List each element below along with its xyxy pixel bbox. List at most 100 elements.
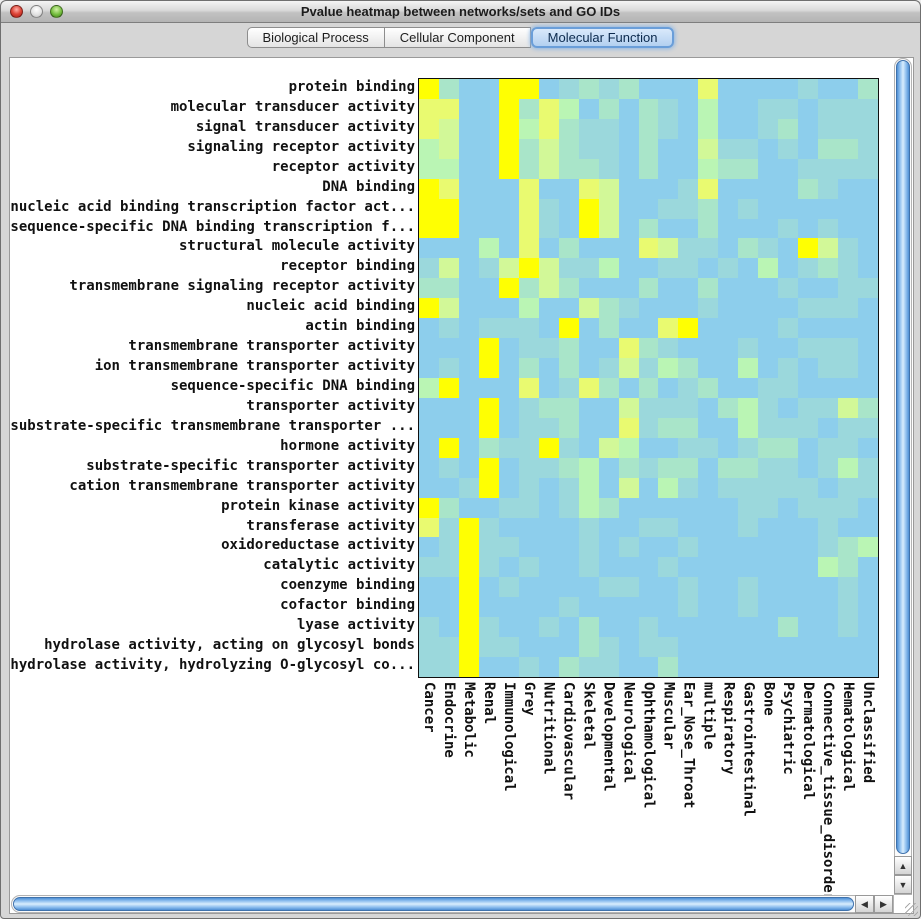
heatmap-cell [758, 657, 779, 677]
heatmap-cell [778, 238, 799, 259]
heatmap-cell [578, 437, 599, 458]
heatmap-cell [498, 198, 519, 219]
heatmap-cell [578, 338, 599, 359]
heatmap-cell [678, 577, 699, 598]
heatmap-cell [419, 377, 439, 398]
heatmap-cell [578, 98, 599, 119]
heatmap-cell [438, 477, 459, 498]
heatmap-cell [638, 497, 659, 518]
heatmap-cell [778, 637, 799, 658]
heatmap-cell [618, 617, 639, 638]
tab-biological-process[interactable]: Biological Process [246, 27, 385, 48]
heatmap-cell [838, 218, 859, 239]
heatmap-cell [698, 178, 719, 199]
heatmap-cell [838, 597, 859, 618]
heatmap-cell [618, 338, 639, 359]
scroll-up-button[interactable]: ▲ [894, 856, 912, 875]
col-label: Cancer [421, 682, 437, 733]
title-bar[interactable]: Pvalue heatmap between networks/sets and… [1, 1, 920, 23]
heatmap-cell [858, 437, 878, 458]
heatmap-cell [558, 338, 579, 359]
heatmap-cell [678, 437, 699, 458]
heatmap-cell [858, 477, 878, 498]
heatmap-cell [678, 557, 699, 578]
heatmap-cell [498, 637, 519, 658]
heatmap-cell [598, 557, 619, 578]
heatmap-cell [698, 138, 719, 159]
heatmap-cell [618, 577, 639, 598]
heatmap-cell [638, 118, 659, 139]
heatmap-cell [698, 298, 719, 319]
heatmap-cell [818, 557, 839, 578]
col-label: Ophthamological [640, 682, 657, 809]
vertical-scrollbar-thumb[interactable] [896, 60, 910, 854]
heatmap-cell [778, 118, 799, 139]
heatmap-cell [718, 318, 739, 339]
heatmap-cell [678, 258, 699, 279]
scroll-left-button[interactable]: ◀ [855, 895, 874, 913]
heatmap-cell [518, 338, 539, 359]
heatmap-cell [758, 417, 779, 438]
heatmap-cell [718, 198, 739, 219]
heatmap-cell [478, 79, 499, 99]
scroll-down-button[interactable]: ▼ [894, 875, 912, 894]
heatmap-cell [419, 397, 439, 418]
heatmap-cell [598, 98, 619, 119]
heatmap-cell [598, 298, 619, 319]
heatmap-cell [678, 377, 699, 398]
heatmap-cell [438, 98, 459, 119]
heatmap-cell [498, 318, 519, 339]
minimize-button[interactable] [30, 5, 43, 18]
heatmap-cell [858, 377, 878, 398]
heatmap-cell [758, 377, 779, 398]
heatmap-cell [678, 198, 699, 219]
close-button[interactable] [10, 5, 23, 18]
heatmap-cell [738, 238, 759, 259]
heatmap-cell [538, 497, 559, 518]
heatmap-cell [558, 457, 579, 478]
heatmap-cell [458, 417, 479, 438]
heatmap-cell [678, 517, 699, 538]
heatmap-cell [498, 517, 519, 538]
heatmap-cell [458, 298, 479, 319]
heatmap-cell [518, 457, 539, 478]
heatmap-cell [538, 577, 559, 598]
vertical-scrollbar[interactable]: ▲ ▼ [894, 58, 912, 895]
heatmap-cell [738, 637, 759, 658]
heatmap-cell [419, 517, 439, 538]
heatmap-cell [498, 278, 519, 299]
zoom-button[interactable] [50, 5, 63, 18]
heatmap-cell [618, 238, 639, 259]
row-label: receptor activity [271, 158, 415, 175]
heatmap-cell [598, 597, 619, 618]
tab-molecular-function[interactable]: Molecular Function [530, 27, 675, 48]
tab-cellular-component[interactable]: Cellular Component [384, 27, 531, 48]
heatmap-cell [498, 537, 519, 558]
col-label: Developmental [600, 682, 617, 792]
heatmap-cell [598, 497, 619, 518]
row-label: coenzyme binding [280, 577, 415, 594]
heatmap-cell [438, 218, 459, 239]
heatmap-cell [818, 158, 839, 179]
heatmap-cell [458, 258, 479, 279]
heatmap-cell [778, 298, 799, 319]
row-label: catalytic activity [263, 557, 415, 574]
heatmap-cell [778, 397, 799, 418]
horizontal-scrollbar[interactable]: ◀ ▶ [11, 895, 894, 913]
horizontal-scrollbar-thumb[interactable] [13, 897, 854, 911]
resize-grip[interactable] [905, 903, 918, 916]
heatmap-cell [818, 298, 839, 319]
heatmap-cell [838, 557, 859, 578]
scroll-right-button[interactable]: ▶ [874, 895, 893, 913]
heatmap-cell [578, 198, 599, 219]
heatmap-cell [758, 537, 779, 558]
heatmap-cell [518, 298, 539, 319]
heatmap-cell [658, 417, 679, 438]
heatmap-cell [718, 457, 739, 478]
heatmap-cell [858, 98, 878, 119]
heatmap-cell [778, 278, 799, 299]
heatmap-cell [638, 657, 659, 677]
heatmap-cell [678, 138, 699, 159]
heatmap-cell [558, 278, 579, 299]
heatmap-cell [618, 138, 639, 159]
